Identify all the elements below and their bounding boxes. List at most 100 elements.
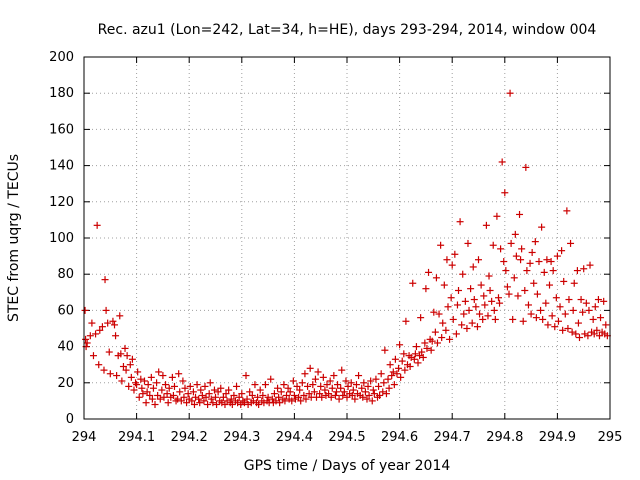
data-point bbox=[491, 315, 499, 323]
x-tick-label: 294.3 bbox=[223, 430, 260, 445]
data-point bbox=[162, 381, 170, 389]
data-point bbox=[438, 334, 446, 342]
data-point bbox=[543, 256, 551, 264]
data-point bbox=[581, 330, 589, 338]
data-point bbox=[458, 321, 466, 329]
data-point bbox=[569, 306, 577, 314]
data-point bbox=[453, 301, 461, 309]
data-point bbox=[319, 373, 327, 381]
data-point bbox=[535, 258, 543, 266]
data-point bbox=[482, 221, 490, 229]
data-point bbox=[197, 386, 205, 394]
x-tick-label: 294.1 bbox=[118, 430, 155, 445]
data-point bbox=[507, 239, 515, 247]
data-point bbox=[568, 328, 576, 336]
data-point bbox=[268, 395, 276, 403]
data-point bbox=[153, 379, 161, 387]
data-point bbox=[316, 390, 324, 398]
data-point bbox=[169, 391, 177, 399]
data-point bbox=[174, 395, 182, 403]
data-point bbox=[502, 267, 510, 275]
data-point bbox=[402, 317, 410, 325]
data-point bbox=[123, 352, 131, 360]
data-point bbox=[246, 388, 254, 396]
data-point bbox=[410, 355, 418, 363]
data-point bbox=[275, 393, 283, 401]
data-point bbox=[551, 323, 559, 331]
grid-lines bbox=[84, 57, 610, 419]
data-point bbox=[432, 274, 440, 282]
data-point bbox=[497, 245, 505, 253]
data-point bbox=[146, 391, 154, 399]
data-point bbox=[267, 375, 275, 383]
data-point bbox=[195, 395, 203, 403]
data-point bbox=[233, 382, 241, 390]
data-point bbox=[527, 310, 535, 318]
data-point bbox=[552, 294, 560, 302]
data-point bbox=[528, 248, 536, 256]
x-tick-label: 294.4 bbox=[276, 430, 313, 445]
y-tick-label: 100 bbox=[49, 231, 74, 246]
data-point bbox=[200, 397, 208, 405]
data-point bbox=[364, 382, 372, 390]
data-point bbox=[344, 382, 352, 390]
data-point bbox=[127, 373, 135, 381]
data-point bbox=[112, 332, 120, 340]
data-point bbox=[111, 321, 119, 329]
data-point bbox=[400, 350, 408, 358]
data-point bbox=[397, 373, 405, 381]
data-point bbox=[386, 361, 394, 369]
data-point bbox=[284, 384, 292, 392]
data-point bbox=[134, 368, 142, 376]
data-point bbox=[296, 386, 304, 394]
data-point bbox=[222, 390, 230, 398]
data-point bbox=[431, 328, 439, 336]
data-point bbox=[342, 377, 350, 385]
data-point bbox=[293, 382, 301, 390]
data-point bbox=[442, 326, 450, 334]
data-point bbox=[456, 218, 464, 226]
data-point bbox=[422, 285, 430, 293]
data-point bbox=[251, 381, 259, 389]
data-point bbox=[96, 326, 104, 334]
data-point bbox=[113, 372, 121, 380]
data-point bbox=[475, 256, 482, 264]
y-tick-label: 40 bbox=[57, 340, 74, 355]
data-point bbox=[580, 265, 588, 273]
data-point bbox=[437, 241, 445, 249]
data-point bbox=[384, 375, 392, 383]
y-tick-label: 60 bbox=[57, 303, 74, 318]
data-point bbox=[449, 315, 457, 323]
data-point bbox=[126, 361, 134, 369]
data-point bbox=[358, 384, 366, 392]
data-point bbox=[95, 361, 103, 369]
data-point bbox=[369, 386, 377, 394]
data-point bbox=[488, 297, 496, 305]
data-point bbox=[300, 391, 308, 399]
data-point bbox=[190, 401, 198, 409]
data-point bbox=[389, 368, 397, 376]
data-point bbox=[506, 89, 514, 97]
data-point bbox=[396, 341, 404, 349]
data-point bbox=[360, 379, 368, 387]
data-point bbox=[104, 319, 112, 327]
data-point bbox=[388, 372, 396, 380]
data-point bbox=[494, 294, 502, 302]
data-point bbox=[418, 348, 426, 356]
data-point bbox=[330, 372, 338, 380]
data-point bbox=[290, 391, 298, 399]
data-point bbox=[486, 286, 494, 294]
data-point bbox=[498, 158, 506, 166]
data-point bbox=[460, 310, 468, 318]
data-point bbox=[556, 303, 564, 311]
data-point bbox=[510, 274, 518, 282]
y-tick-label: 160 bbox=[49, 122, 74, 137]
data-point bbox=[591, 303, 599, 311]
data-point bbox=[540, 268, 548, 276]
data-point bbox=[135, 393, 143, 401]
data-point bbox=[121, 344, 129, 352]
data-point bbox=[225, 386, 233, 394]
data-point bbox=[563, 207, 571, 215]
data-point bbox=[469, 263, 477, 271]
data-point bbox=[585, 306, 593, 314]
